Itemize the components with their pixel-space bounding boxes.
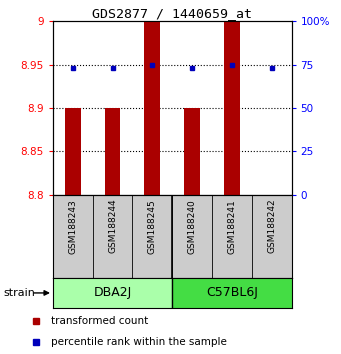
Text: GSM188243: GSM188243 — [68, 199, 77, 253]
Bar — [224, 21, 240, 195]
Text: C57BL6J: C57BL6J — [206, 286, 258, 299]
Text: strain: strain — [3, 288, 35, 298]
Text: GSM188244: GSM188244 — [108, 199, 117, 253]
Bar — [105, 108, 120, 195]
Text: GSM188245: GSM188245 — [148, 199, 157, 253]
Bar — [184, 108, 200, 195]
Title: GDS2877 / 1440659_at: GDS2877 / 1440659_at — [92, 7, 252, 20]
Text: percentile rank within the sample: percentile rank within the sample — [51, 337, 227, 348]
Text: GSM188240: GSM188240 — [188, 199, 197, 253]
Text: GSM188241: GSM188241 — [227, 199, 236, 253]
Bar — [144, 21, 160, 195]
Bar — [172, 278, 292, 308]
Text: DBA2J: DBA2J — [93, 286, 132, 299]
Text: GSM188242: GSM188242 — [267, 199, 276, 253]
Bar — [53, 278, 172, 308]
Text: transformed count: transformed count — [51, 316, 149, 326]
Bar — [65, 108, 81, 195]
